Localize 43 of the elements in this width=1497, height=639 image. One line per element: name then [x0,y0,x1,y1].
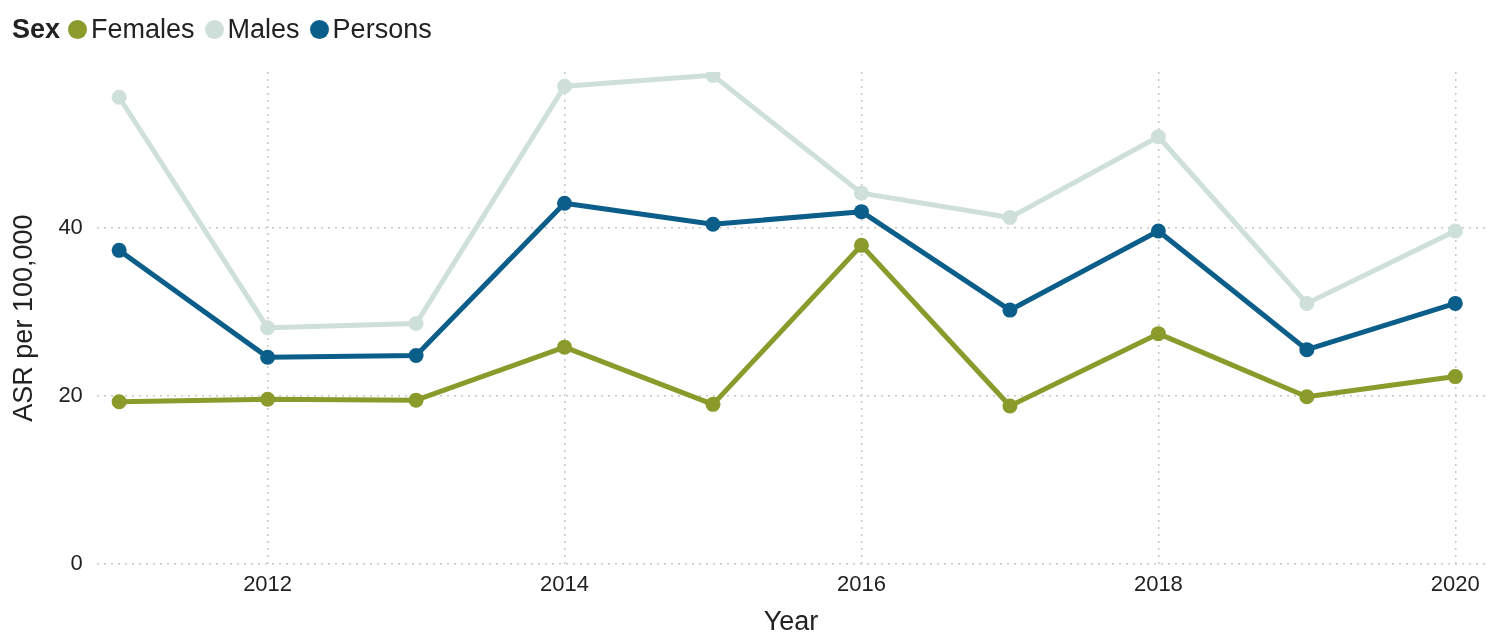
legend-label: Males [227,14,300,45]
point [1150,223,1166,239]
point [1150,326,1166,342]
legend-label: Females [91,14,195,45]
x-tick-label: 2012 [243,571,293,597]
legend-title: Sex [12,14,61,45]
point [111,242,127,258]
point [1299,342,1315,358]
x-axis-title: Year [763,606,819,637]
point [1002,302,1018,318]
point [1447,223,1463,239]
point [557,78,573,94]
point [1299,389,1315,405]
point [260,391,276,407]
point [260,349,276,365]
point [853,237,869,253]
point [705,216,721,232]
point [111,89,127,105]
point [705,396,721,412]
x-tick-label: 2020 [1430,571,1480,597]
point [557,339,573,355]
x-tick-label: 2018 [1133,571,1183,597]
point [408,348,424,364]
point [1447,369,1463,385]
point [260,320,276,336]
x-tick-label: 2014 [540,571,590,597]
point [1447,295,1463,311]
point [1299,295,1315,311]
point [853,204,869,220]
y-axis-title: ASR per 100,000 [7,214,38,422]
x-tick-label: 2016 [836,571,886,597]
point [1002,210,1018,226]
y-tick-label: 40 [58,213,83,239]
y-tick-label: 20 [58,381,83,407]
point [408,316,424,332]
legend-label: Persons [332,14,432,45]
point [408,392,424,408]
point [111,394,127,410]
point [853,185,869,201]
point [1002,398,1018,414]
point [1150,129,1166,145]
point [557,195,573,211]
y-tick-label: 0 [70,550,83,576]
